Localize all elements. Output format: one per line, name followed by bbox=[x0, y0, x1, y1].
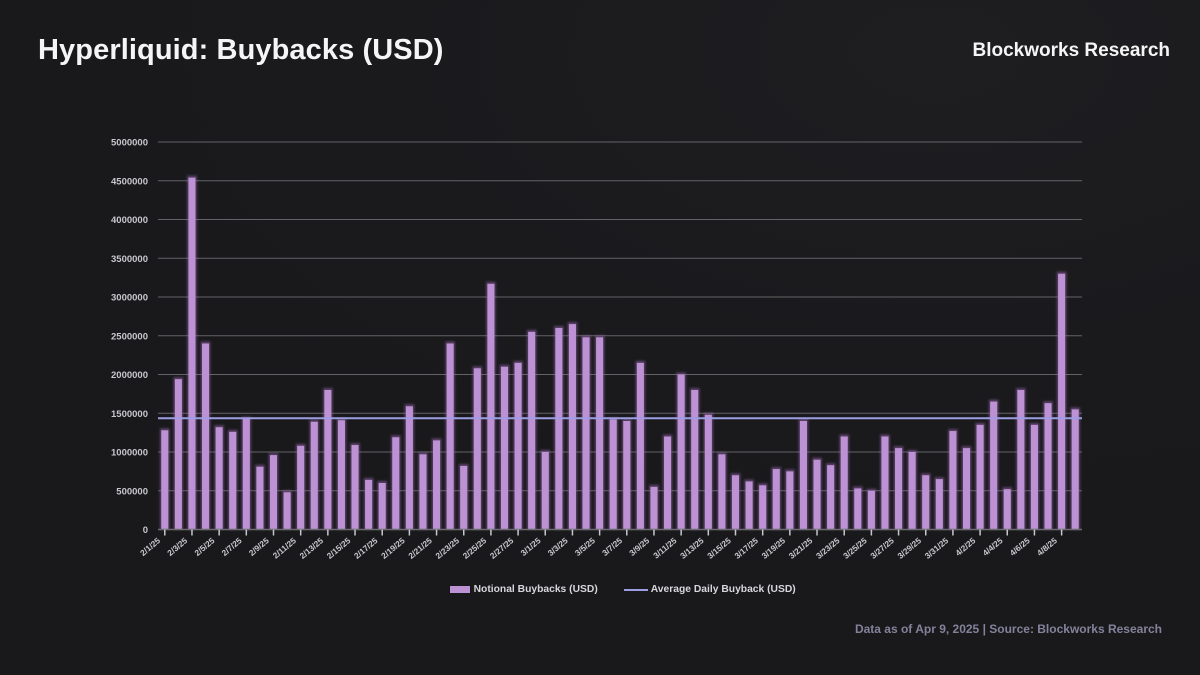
svg-text:3000000: 3000000 bbox=[111, 293, 148, 304]
svg-text:2/17/25: 2/17/25 bbox=[352, 535, 380, 561]
svg-text:3/11/25: 3/11/25 bbox=[651, 535, 679, 560]
svg-text:3/15/25: 3/15/25 bbox=[705, 535, 733, 561]
svg-text:4000000: 4000000 bbox=[111, 215, 148, 226]
svg-text:3/21/25: 3/21/25 bbox=[787, 535, 815, 561]
svg-text:2/9/25: 2/9/25 bbox=[247, 535, 271, 558]
svg-text:2/1/25: 2/1/25 bbox=[138, 535, 162, 558]
svg-text:3/13/25: 3/13/25 bbox=[678, 535, 706, 561]
svg-text:2/21/25: 2/21/25 bbox=[406, 535, 434, 561]
svg-text:2/3/25: 2/3/25 bbox=[165, 535, 189, 558]
svg-text:3/19/25: 3/19/25 bbox=[759, 535, 787, 561]
svg-text:3500000: 3500000 bbox=[111, 254, 148, 265]
svg-text:2/23/25: 2/23/25 bbox=[433, 535, 461, 561]
svg-text:3/27/25: 3/27/25 bbox=[868, 535, 896, 561]
svg-text:4500000: 4500000 bbox=[111, 176, 148, 187]
svg-text:0: 0 bbox=[143, 525, 148, 536]
svg-text:2/11/25: 2/11/25 bbox=[271, 535, 299, 560]
svg-text:2/25/25: 2/25/25 bbox=[461, 535, 489, 561]
svg-text:500000: 500000 bbox=[116, 486, 148, 497]
svg-text:3/9/25: 3/9/25 bbox=[627, 535, 651, 558]
svg-text:3/1/25: 3/1/25 bbox=[518, 535, 542, 558]
svg-text:4/6/25: 4/6/25 bbox=[1008, 535, 1032, 558]
svg-text:3/23/25: 3/23/25 bbox=[814, 535, 842, 561]
svg-text:3/7/25: 3/7/25 bbox=[600, 535, 624, 558]
svg-text:3/29/25: 3/29/25 bbox=[895, 535, 923, 561]
svg-text:3/3/25: 3/3/25 bbox=[546, 535, 570, 558]
svg-text:2/27/25: 2/27/25 bbox=[488, 535, 516, 561]
svg-text:2500000: 2500000 bbox=[111, 331, 148, 342]
svg-text:3/17/25: 3/17/25 bbox=[732, 535, 760, 561]
svg-text:4/4/25: 4/4/25 bbox=[980, 535, 1004, 558]
svg-text:4/8/25: 4/8/25 bbox=[1035, 535, 1059, 558]
svg-text:2000000: 2000000 bbox=[111, 370, 148, 381]
svg-text:3/31/25: 3/31/25 bbox=[923, 535, 951, 561]
svg-text:3/25/25: 3/25/25 bbox=[841, 535, 869, 561]
svg-text:2/5/25: 2/5/25 bbox=[192, 535, 216, 558]
svg-text:1500000: 1500000 bbox=[111, 409, 148, 420]
svg-text:2/19/25: 2/19/25 bbox=[379, 535, 407, 561]
svg-text:1000000: 1000000 bbox=[111, 448, 148, 459]
svg-text:2/7/25: 2/7/25 bbox=[219, 535, 243, 558]
svg-text:2/13/25: 2/13/25 bbox=[297, 535, 325, 561]
svg-text:5000000: 5000000 bbox=[111, 138, 148, 149]
svg-text:2/15/25: 2/15/25 bbox=[325, 535, 353, 561]
svg-text:3/5/25: 3/5/25 bbox=[573, 535, 597, 558]
svg-text:4/2/25: 4/2/25 bbox=[953, 535, 977, 558]
